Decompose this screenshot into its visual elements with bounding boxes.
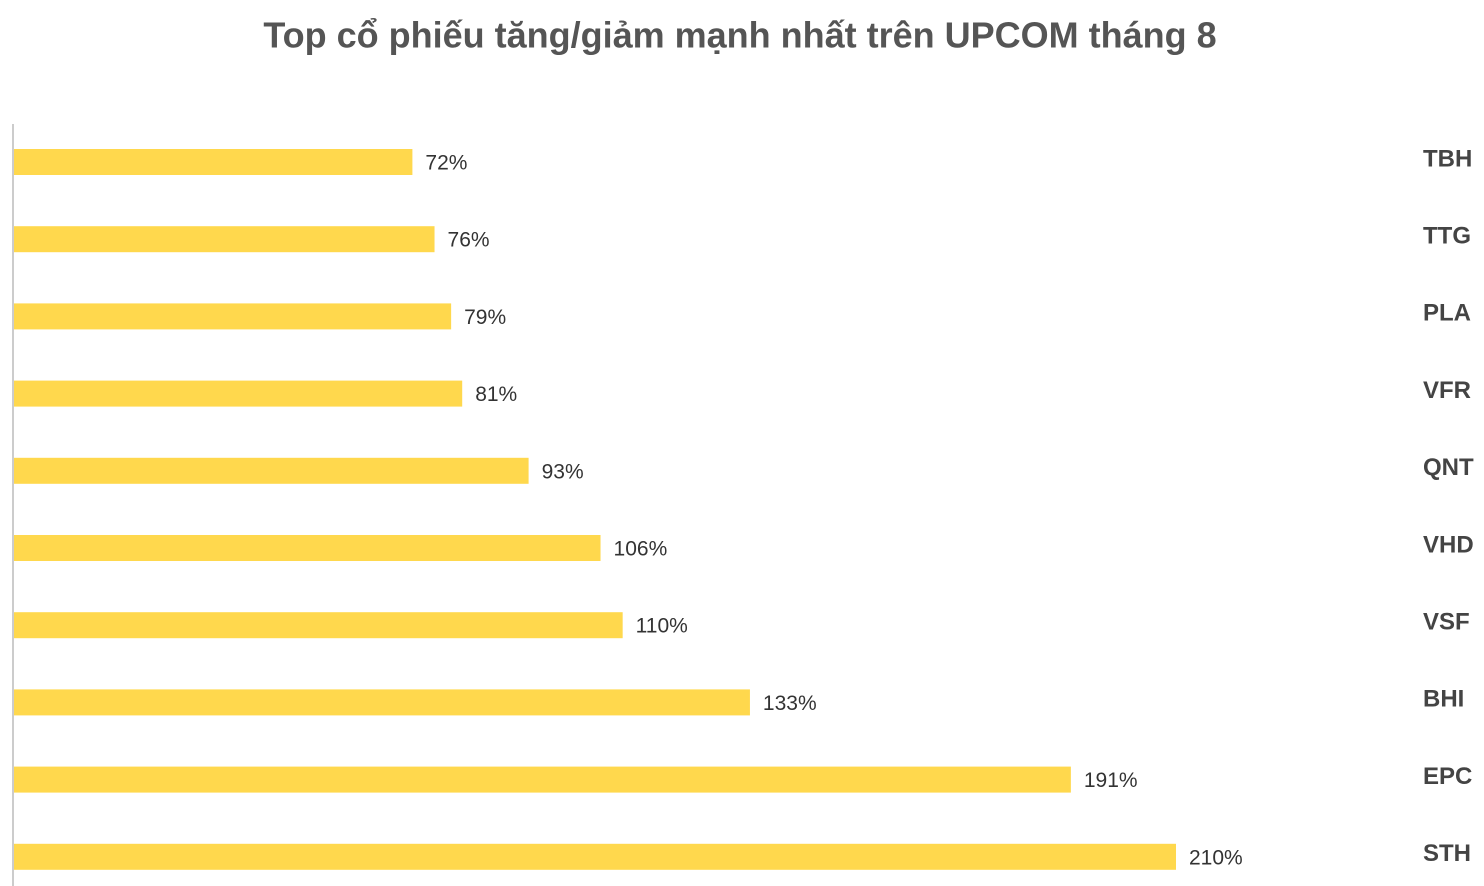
value-label: 81% xyxy=(475,383,517,406)
category-label: TTG xyxy=(1423,223,1471,250)
category-label: VSF xyxy=(1423,609,1470,636)
chart-title: Top cổ phiếu tăng/giảm mạnh nhất trên UP… xyxy=(263,15,1216,56)
value-label: 210% xyxy=(1189,846,1243,869)
bar xyxy=(14,149,413,175)
value-label: 191% xyxy=(1084,769,1138,792)
bar xyxy=(14,843,1176,870)
bar xyxy=(14,380,463,407)
category-label: EPC xyxy=(1423,763,1472,790)
bar xyxy=(14,535,601,561)
bar xyxy=(14,612,623,639)
value-label: 79% xyxy=(464,306,506,329)
value-label: 106% xyxy=(614,538,668,561)
bar xyxy=(14,303,452,330)
category-label: PLA xyxy=(1423,300,1471,327)
value-label: 72% xyxy=(425,152,467,175)
category-label: TBH xyxy=(1423,145,1472,172)
value-label: 76% xyxy=(448,229,490,252)
category-label: VHD xyxy=(1423,531,1474,558)
category-label: STH xyxy=(1423,840,1471,867)
category-label: QNT xyxy=(1423,454,1474,481)
bar xyxy=(14,457,529,484)
category-label: VFR xyxy=(1423,377,1471,404)
value-label: 110% xyxy=(636,615,688,638)
value-label: 93% xyxy=(542,460,584,483)
category-label: BHI xyxy=(1423,686,1464,713)
bar xyxy=(14,689,750,716)
bar xyxy=(14,766,1071,793)
value-label: 133% xyxy=(763,692,817,715)
bar xyxy=(14,226,435,253)
